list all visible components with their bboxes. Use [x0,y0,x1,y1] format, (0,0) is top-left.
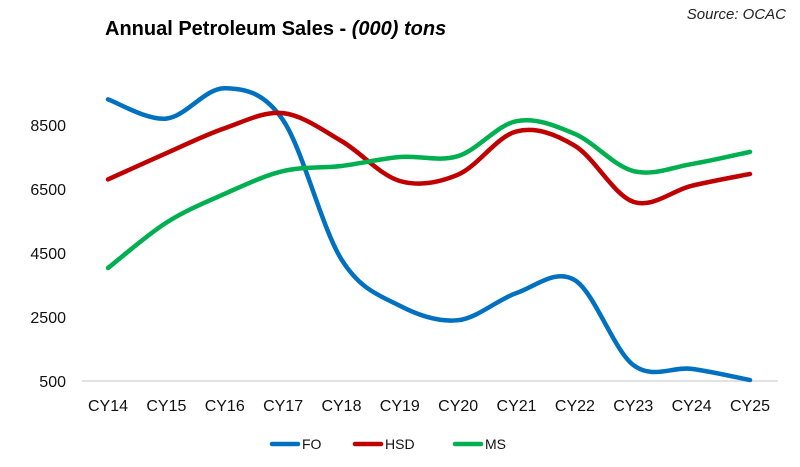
source-label: Source: OCAC [686,6,786,23]
y-tick-label: 6500 [30,182,66,199]
x-tick-label: CY19 [380,398,420,415]
title-text: Annual Petroleum Sales - [105,18,352,40]
x-tick-label: CY22 [555,398,595,415]
y-tick-label: 8500 [30,118,66,135]
x-tick-label: CY24 [672,398,712,415]
x-tick-label: CY21 [497,398,537,415]
x-tick-label: CY14 [88,398,128,415]
y-tick-label: 2500 [30,310,66,327]
chart-title: Annual Petroleum Sales - (000) tons [105,18,446,41]
x-tick-label: CY15 [146,398,186,415]
title-italic-text: (000) tons [351,18,447,40]
x-tick-label: CY20 [438,398,478,415]
legend-label-ms: MS [485,436,506,452]
y-tick-label: 4500 [30,246,66,263]
x-tick-label: CY25 [730,398,770,415]
legend-label-hsd: HSD [385,436,415,452]
x-tick-label: CY16 [205,398,245,415]
x-tick-label: CY17 [263,398,303,415]
y-tick-label: 500 [39,374,66,391]
series-line-hsd [105,110,753,206]
x-tick-label: CY18 [321,398,361,415]
series-line-ms [105,118,753,271]
series-line-fo [105,85,753,383]
legend-label-fo: FO [302,436,322,452]
x-tick-label: CY23 [613,398,653,415]
